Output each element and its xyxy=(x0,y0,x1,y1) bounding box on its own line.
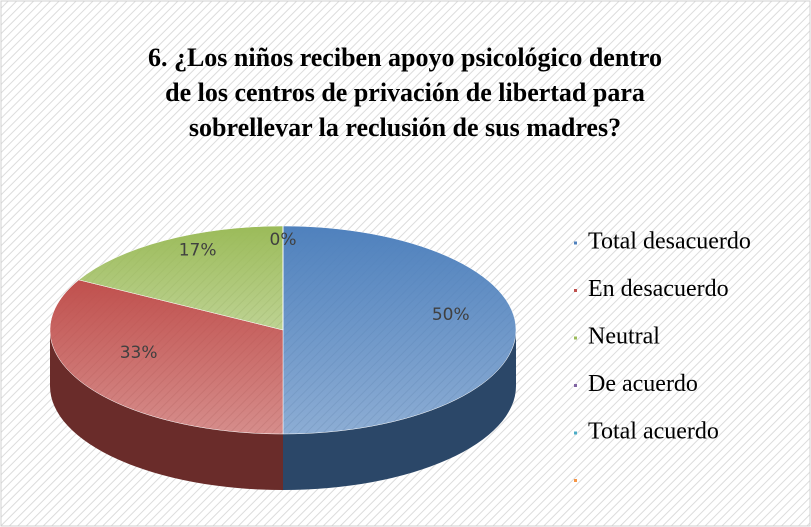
legend-label: Total acuerdo xyxy=(588,419,719,445)
legend-label: En desacuerdo xyxy=(588,276,729,302)
chart-title: 6. ¿Los niños reciben apoyo psicológico … xyxy=(148,43,662,142)
legend-marker xyxy=(574,336,577,340)
slice xyxy=(282,225,517,435)
slice-side xyxy=(283,330,516,490)
legend-marker xyxy=(574,479,577,482)
slice-side xyxy=(50,330,283,490)
legend-marker xyxy=(574,289,577,292)
data-label: 17% xyxy=(179,241,217,261)
slice xyxy=(49,279,284,435)
legend-marker xyxy=(574,241,577,245)
legend-label: De acuerdo xyxy=(588,371,698,397)
data-label: 0% xyxy=(270,230,297,250)
legend-marker xyxy=(574,431,577,435)
data-label: 33% xyxy=(120,343,158,363)
legend-label: Total desacuerdo xyxy=(588,229,751,255)
legend-marker xyxy=(574,384,577,387)
data-label: 50% xyxy=(432,305,470,325)
legend-label: Neutral xyxy=(588,324,660,350)
slice xyxy=(78,225,284,331)
